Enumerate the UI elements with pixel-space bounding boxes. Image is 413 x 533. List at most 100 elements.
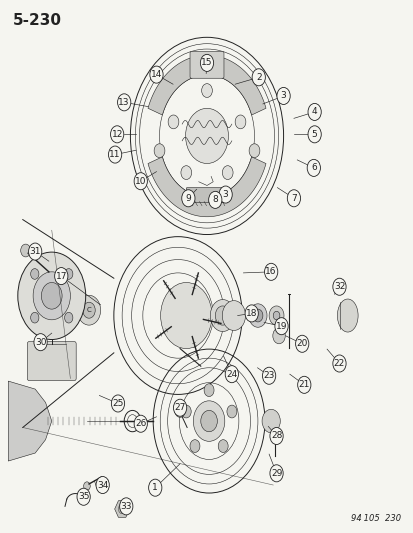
Circle shape: [235, 115, 245, 129]
Circle shape: [185, 108, 228, 164]
Circle shape: [202, 60, 211, 70]
Circle shape: [248, 304, 266, 327]
Circle shape: [96, 477, 109, 494]
Text: 21: 21: [298, 381, 309, 389]
Circle shape: [41, 282, 62, 309]
Circle shape: [210, 300, 235, 332]
Circle shape: [110, 126, 123, 143]
Circle shape: [77, 295, 100, 325]
Text: 17: 17: [55, 272, 67, 280]
Text: 24: 24: [225, 370, 237, 378]
Circle shape: [226, 405, 236, 418]
Circle shape: [190, 440, 199, 453]
Circle shape: [249, 144, 259, 158]
Circle shape: [55, 268, 68, 285]
Circle shape: [200, 54, 213, 71]
Circle shape: [332, 278, 345, 295]
Text: 33: 33: [120, 502, 132, 511]
Circle shape: [295, 335, 308, 352]
Text: 22: 22: [333, 359, 344, 368]
Text: 19: 19: [275, 322, 287, 330]
Circle shape: [261, 409, 280, 433]
Circle shape: [33, 272, 70, 320]
Circle shape: [83, 302, 95, 318]
Circle shape: [180, 166, 191, 180]
Circle shape: [111, 395, 124, 412]
Polygon shape: [147, 157, 266, 217]
Polygon shape: [147, 55, 266, 115]
Circle shape: [201, 84, 212, 98]
Text: 29: 29: [270, 469, 282, 478]
Text: 23: 23: [263, 372, 274, 380]
Circle shape: [150, 66, 163, 83]
Circle shape: [117, 94, 131, 111]
Circle shape: [134, 173, 147, 190]
Circle shape: [297, 376, 310, 393]
Text: 8: 8: [212, 196, 218, 204]
Text: 1: 1: [152, 483, 158, 492]
Circle shape: [181, 190, 195, 207]
Text: 9: 9: [185, 194, 191, 203]
Text: 31: 31: [29, 247, 41, 256]
FancyBboxPatch shape: [190, 52, 223, 78]
Text: 28: 28: [270, 432, 282, 440]
Text: 2: 2: [255, 73, 261, 82]
Text: 3: 3: [280, 92, 286, 100]
Text: 18: 18: [245, 309, 257, 318]
Text: 25: 25: [112, 399, 123, 408]
Circle shape: [276, 87, 290, 104]
Text: 6: 6: [310, 164, 316, 172]
Circle shape: [160, 282, 211, 349]
Text: 27: 27: [174, 403, 185, 412]
Text: 11: 11: [109, 150, 121, 159]
Circle shape: [83, 482, 90, 490]
Circle shape: [118, 504, 126, 514]
Circle shape: [274, 318, 287, 335]
Circle shape: [181, 405, 191, 418]
Circle shape: [273, 311, 279, 320]
Text: 32: 32: [333, 282, 344, 291]
Circle shape: [28, 243, 42, 260]
Text: 13: 13: [118, 98, 130, 107]
Circle shape: [119, 498, 133, 515]
FancyBboxPatch shape: [27, 342, 76, 381]
Circle shape: [77, 488, 90, 505]
Circle shape: [21, 244, 31, 257]
Circle shape: [307, 126, 320, 143]
Circle shape: [332, 355, 345, 372]
Text: 16: 16: [265, 268, 276, 276]
Circle shape: [108, 146, 121, 163]
Circle shape: [225, 366, 238, 383]
Text: 34: 34: [97, 481, 108, 489]
Circle shape: [215, 306, 230, 325]
Text: 15: 15: [201, 59, 212, 67]
Text: 30: 30: [35, 338, 46, 346]
Ellipse shape: [337, 299, 357, 332]
Circle shape: [31, 312, 39, 323]
Circle shape: [252, 69, 265, 86]
Text: 14: 14: [150, 70, 162, 79]
Text: C: C: [86, 307, 91, 313]
Circle shape: [244, 305, 258, 322]
Circle shape: [269, 427, 282, 445]
Circle shape: [222, 301, 245, 330]
Circle shape: [134, 415, 147, 432]
Polygon shape: [8, 381, 52, 461]
Circle shape: [64, 269, 73, 279]
Circle shape: [268, 306, 283, 325]
Circle shape: [287, 190, 300, 207]
Text: 12: 12: [111, 130, 123, 139]
Circle shape: [307, 103, 320, 120]
Circle shape: [193, 401, 224, 441]
Circle shape: [31, 269, 39, 279]
Circle shape: [34, 334, 47, 351]
Circle shape: [218, 440, 228, 453]
Circle shape: [262, 367, 275, 384]
Text: 5: 5: [311, 130, 317, 139]
Text: 20: 20: [296, 340, 307, 348]
Circle shape: [208, 191, 221, 208]
Circle shape: [64, 312, 73, 323]
Circle shape: [204, 384, 214, 397]
Text: 4: 4: [311, 108, 317, 116]
Circle shape: [173, 399, 186, 416]
